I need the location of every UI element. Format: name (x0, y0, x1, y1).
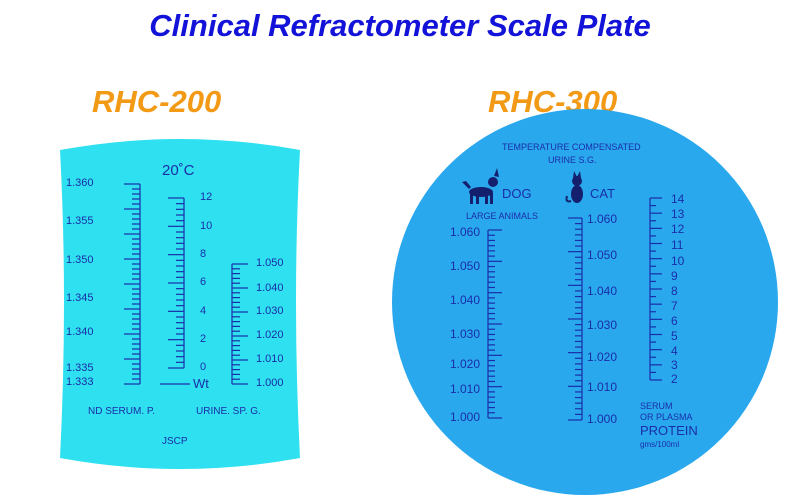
rhc200-urine-label-1050: 1.050 (256, 257, 284, 269)
cat-scale-label-1030: 1.030 (587, 318, 618, 332)
rhc200-urine-label-1040: 1.040 (256, 282, 284, 294)
protein-scale-label-5: 5 (671, 329, 678, 343)
protein-scale-label-12: 12 (671, 222, 685, 236)
dog-icon (462, 168, 499, 204)
rhc200-urine-label-1000: 1.000 (256, 377, 284, 389)
cat-scale-label-1010: 1.010 (587, 380, 618, 394)
protein-scale-label-9: 9 (671, 269, 678, 283)
dog-scale-label-1040: 1.040 (450, 293, 481, 307)
large-animals-label: LARGE ANIMALS (466, 211, 539, 221)
rhc200-serum-label-1340: 1.340 (66, 326, 94, 338)
rhc200-urine-label: URINE. SP. G. (196, 406, 261, 417)
page-title: Clinical Refractometer Scale Plate (149, 8, 651, 43)
rhc200-serum-label-1345: 1.345 (66, 292, 94, 304)
protein-label: PROTEIN (640, 423, 698, 438)
protein-line2: OR PLASMA (640, 412, 693, 422)
protein-scale-label-3: 3 (671, 358, 678, 372)
rhc200-serum-label-1335: 1.335 (66, 362, 94, 374)
rhc200-serum-label: ND SERUM. P. (88, 406, 156, 417)
cat-icon (565, 171, 583, 203)
rhc200-urine-label-1030: 1.030 (256, 305, 284, 317)
rhc200-wt-label-6: 6 (200, 276, 207, 288)
protein-scale-label-4: 4 (671, 344, 678, 358)
rhc200-brand: JSCP (162, 436, 188, 447)
protein-scale-label-6: 6 (671, 314, 678, 328)
rhc300-header-line2: URINE S.G. (548, 155, 597, 165)
rhc200-urine-label-1020: 1.020 (256, 329, 284, 341)
cat-scale-label-1020: 1.020 (587, 350, 618, 364)
rhc300-header-line1: TEMPERATURE COMPENSATED (502, 142, 641, 152)
dog-scale-label-1050: 1.050 (450, 259, 481, 273)
rhc200-wt-label-2: 2 (200, 333, 207, 345)
rhc200-wt-unit: Wt (193, 376, 209, 391)
protein-scale-label-8: 8 (671, 284, 678, 298)
rhc200-wt-label-10: 10 (200, 220, 213, 232)
protein-scale-label-7: 7 (671, 299, 678, 313)
rhc200-wt-label-8: 8 (200, 248, 207, 260)
rhc200-plate-shape (60, 139, 300, 469)
rhc200-wt-label-4: 4 (200, 305, 207, 317)
dog-scale-label-1020: 1.020 (450, 357, 481, 371)
dog-scale-label-1000: 1.000 (450, 410, 481, 424)
protein-scale-label-14: 14 (671, 192, 685, 206)
dog-scale-label-1030: 1.030 (450, 327, 481, 341)
rhc200-wt-label-12: 12 (200, 191, 213, 203)
protein-scale-label-2: 2 (671, 372, 678, 386)
cat-scale-label-1000: 1.000 (587, 412, 618, 426)
rhc200-serum-label-1350: 1.350 (66, 254, 94, 266)
rhc200-serum-label-1355: 1.355 (66, 215, 94, 227)
protein-scale-label-13: 13 (671, 207, 685, 221)
protein-scale-label-10: 10 (671, 254, 685, 268)
rhc200-serum-label-1360: 1.360 (66, 177, 94, 189)
cat-scale-label-1040: 1.040 (587, 284, 618, 298)
rhc200-temperature: 20˚C (162, 162, 195, 179)
dog-scale-label-1010: 1.010 (450, 382, 481, 396)
protein-line1: SERUM (640, 401, 673, 411)
model-label-rhc200: RHC-200 (92, 84, 222, 119)
rhc200-serum-label-1333: 1.333 (66, 376, 94, 388)
cat-scale-label-1050: 1.050 (587, 248, 618, 262)
dog-label: DOG (502, 186, 532, 201)
protein-unit: gms/100ml (640, 440, 680, 449)
cat-scale-label-1060: 1.060 (587, 212, 618, 226)
dog-scale-label-1060: 1.060 (450, 225, 481, 239)
rhc200-urine-label-1010: 1.010 (256, 353, 284, 365)
protein-scale-label-11: 11 (671, 238, 684, 252)
rhc200-wt-label-0: 0 (200, 361, 207, 373)
cat-label: CAT (590, 186, 616, 201)
